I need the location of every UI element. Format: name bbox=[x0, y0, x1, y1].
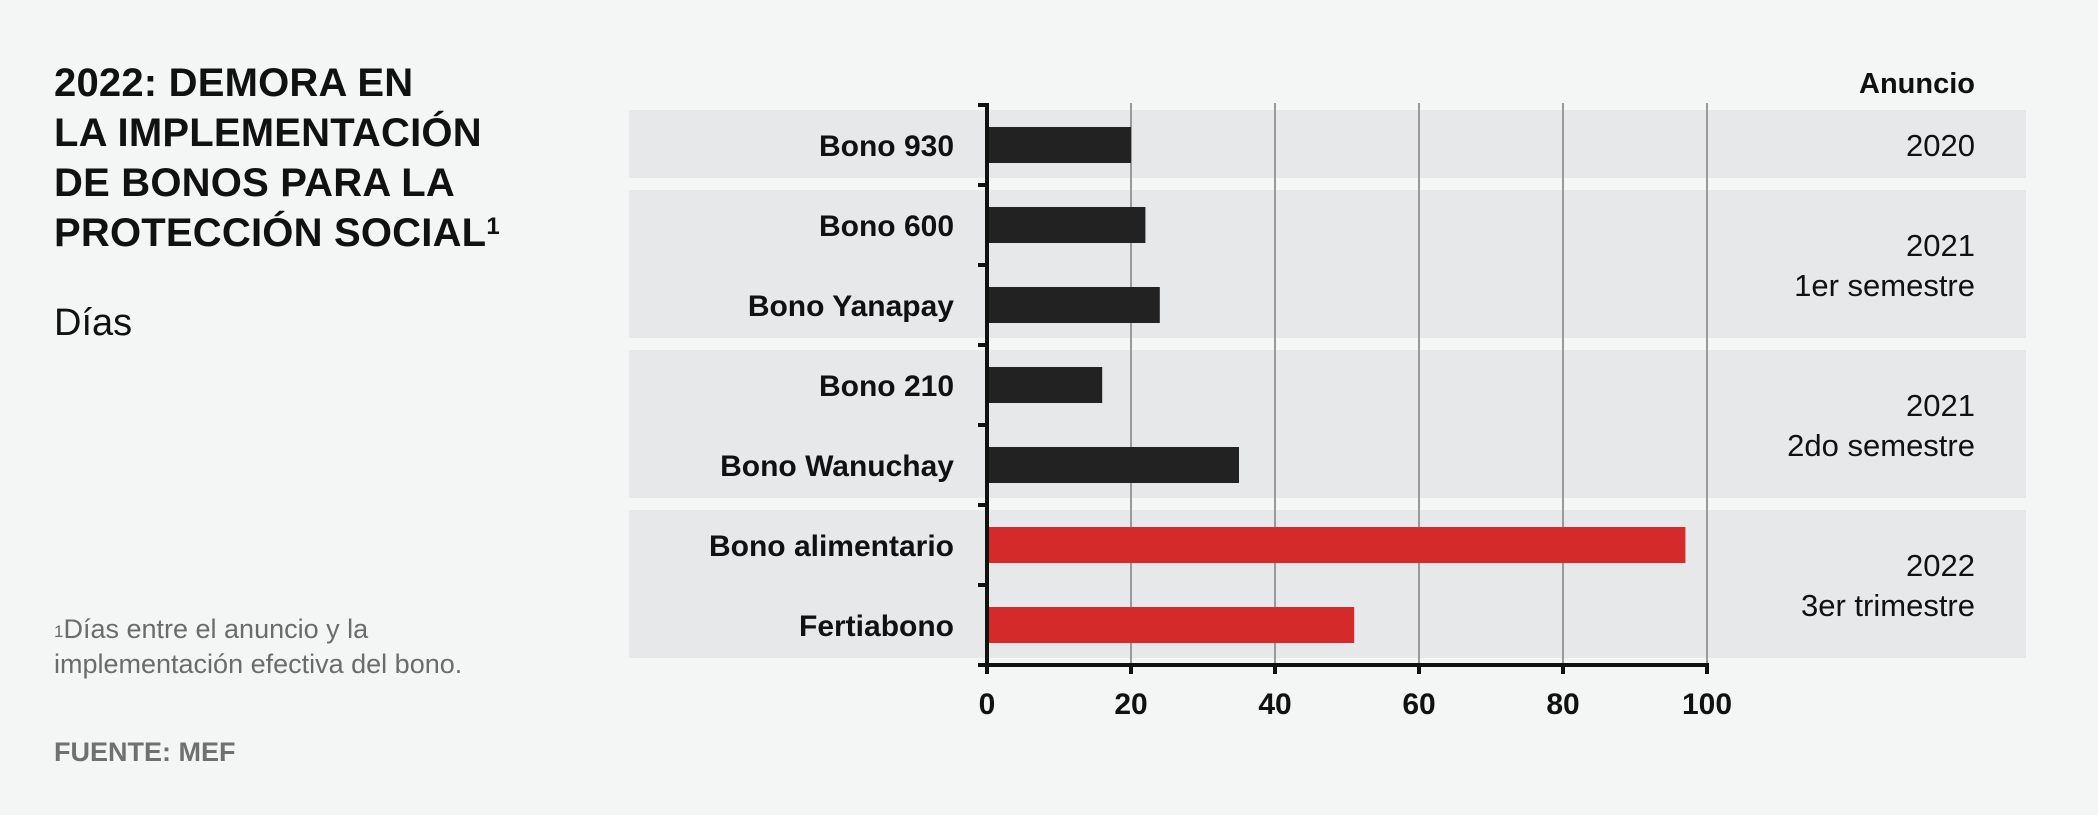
title-line-text: PROTECCIÓN SOCIAL bbox=[54, 211, 487, 255]
group-annotation: 1er semestre bbox=[1794, 268, 1975, 303]
bar bbox=[987, 207, 1146, 243]
footnote: 1Días entre el anuncio y la implementaci… bbox=[54, 612, 534, 682]
group-annotation: 2021 bbox=[1906, 228, 1975, 263]
footnote-text: Días entre el anuncio y la implementació… bbox=[54, 614, 463, 679]
title-line: DE BONOS PARA LA bbox=[54, 161, 455, 205]
x-tick-label: 0 bbox=[979, 688, 996, 721]
category-label: Bono Yanapay bbox=[748, 290, 954, 323]
title-line: LA IMPLEMENTACIÓN bbox=[54, 111, 482, 155]
category-label: Bono 210 bbox=[819, 370, 954, 403]
bar bbox=[987, 127, 1131, 163]
group-band bbox=[629, 190, 2026, 338]
annotation-header: Anuncio bbox=[1859, 68, 1975, 100]
source-note: FUENTE: MEF bbox=[54, 737, 236, 767]
footnote-mark: 1 bbox=[54, 622, 64, 641]
group-annotation: 2020 bbox=[1906, 128, 1975, 163]
x-tick-label: 60 bbox=[1402, 688, 1435, 721]
category-label: Bono 600 bbox=[819, 210, 954, 243]
category-label: Bono 930 bbox=[819, 130, 954, 163]
bar bbox=[987, 607, 1355, 643]
group-band bbox=[629, 350, 2026, 498]
category-label: Bono alimentario bbox=[709, 530, 954, 563]
chart-title: 2022: DEMORA EN LA IMPLEMENTACIÓN DE BON… bbox=[54, 58, 574, 258]
bar bbox=[987, 287, 1160, 323]
x-tick-label: 40 bbox=[1258, 688, 1291, 721]
x-tick-label: 100 bbox=[1682, 688, 1732, 721]
group-annotation: 2021 bbox=[1906, 388, 1975, 423]
bar bbox=[987, 527, 1686, 563]
category-label: Fertiabono bbox=[799, 610, 954, 643]
category-label: Bono Wanuchay bbox=[720, 450, 954, 483]
group-annotation: 2022 bbox=[1906, 548, 1975, 583]
x-tick-label: 20 bbox=[1114, 688, 1147, 721]
title-line: 2022: DEMORA EN bbox=[54, 61, 414, 105]
group-annotation: 3er trimestre bbox=[1801, 588, 1975, 623]
group-band bbox=[629, 110, 2026, 178]
title-footnote-mark: 1 bbox=[486, 213, 500, 240]
bar bbox=[987, 367, 1103, 403]
title-line: PROTECCIÓN SOCIAL1 bbox=[54, 208, 574, 258]
group-annotation: 2do semestre bbox=[1787, 428, 1975, 463]
bar bbox=[987, 447, 1239, 483]
unit-label: Días bbox=[54, 302, 133, 344]
x-tick-label: 80 bbox=[1546, 688, 1579, 721]
